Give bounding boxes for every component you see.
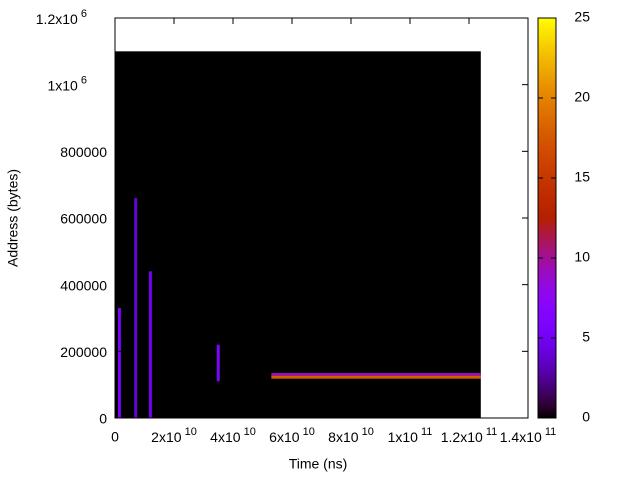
tick-label-exponent: 6 xyxy=(78,75,87,87)
x-tick-label: 8x10 10 xyxy=(328,426,374,445)
y-tick-label: 0 xyxy=(99,411,107,427)
x-tick-label: 1.4x10 11 xyxy=(500,426,557,445)
x-tick-label: 2x10 10 xyxy=(151,426,197,445)
y-tick-label: 800000 xyxy=(60,144,107,160)
tick-label-exponent: 10 xyxy=(300,426,315,438)
tick-label-exponent: 11 xyxy=(483,426,497,438)
heatmap-cell xyxy=(148,271,152,418)
y-tick-label: 600000 xyxy=(60,211,107,227)
y-tick-label: 1.2x10 6 xyxy=(36,8,87,27)
tick-label-exponent: 10 xyxy=(182,426,197,438)
x-tick-label: 1x10 11 xyxy=(388,426,433,445)
tick-label-base: 1x10 xyxy=(388,429,419,445)
tick-label-base: 1.2x10 xyxy=(441,429,483,445)
tick-label-exponent: 6 xyxy=(78,8,87,20)
heatmap-cell xyxy=(117,308,121,418)
x-tick-label: 6x10 10 xyxy=(269,426,315,445)
tick-label-base: 4x10 xyxy=(210,429,241,445)
tick-label-exponent: 10 xyxy=(359,426,374,438)
x-tick-label: 1.2x10 11 xyxy=(441,426,498,445)
tick-label-exponent: 10 xyxy=(241,426,256,438)
tick-label-exponent: 11 xyxy=(542,426,556,438)
tick-label-base: 1x10 xyxy=(47,77,78,93)
tick-label-base: 8x10 xyxy=(328,429,359,445)
heatmap-cell xyxy=(271,375,481,379)
colorbar-tick-label: 15 xyxy=(574,169,590,185)
colorbar-tick-label: 20 xyxy=(574,89,590,105)
colorbar-tick-label: 0 xyxy=(582,409,590,425)
colorbar-tick-label: 10 xyxy=(574,249,590,265)
x-tick-label: 0 xyxy=(111,429,119,445)
tick-label-base: 1.4x10 xyxy=(500,429,542,445)
tick-label-exponent: 11 xyxy=(418,426,432,438)
colorbar xyxy=(537,17,557,419)
y-tick-label: 400000 xyxy=(60,277,107,293)
tick-label-base: 6x10 xyxy=(269,429,300,445)
colorbar-tick-label: 25 xyxy=(574,9,590,25)
heatmap-cell xyxy=(216,344,220,382)
heatmap-cell xyxy=(134,198,138,418)
tick-label-base: 1.2x10 xyxy=(36,11,78,27)
heatmap-cell xyxy=(271,373,481,376)
colorbar-tick-label: 5 xyxy=(582,329,590,345)
tick-label-base: 2x10 xyxy=(151,429,182,445)
x-tick-label: 4x10 10 xyxy=(210,426,256,445)
x-axis-label: Time (ns) xyxy=(289,456,348,472)
heatmap-cell xyxy=(115,51,481,418)
y-tick-label: 1x10 6 xyxy=(47,75,87,94)
y-axis-label: Address (bytes) xyxy=(5,169,21,267)
y-tick-label: 200000 xyxy=(60,344,107,360)
